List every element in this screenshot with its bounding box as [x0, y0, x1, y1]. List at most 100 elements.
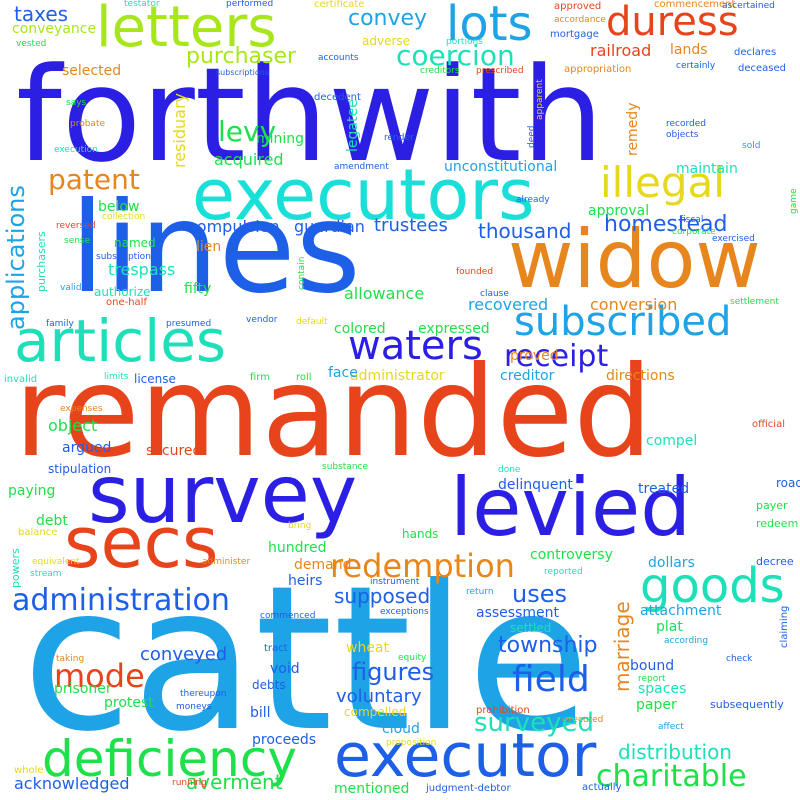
word-administer: administer — [202, 557, 251, 567]
word-execution: execution — [54, 145, 98, 155]
word-redemption: redemption — [330, 547, 515, 585]
word-mortgage: mortgage — [550, 29, 599, 40]
word-executor: executor — [334, 721, 597, 791]
word-supposed: supposed — [334, 584, 431, 608]
word-distribution: distribution — [618, 740, 732, 764]
word-exceptions: exceptions — [380, 607, 429, 617]
word-limits: limits — [104, 372, 129, 382]
word-invalid: invalid — [4, 374, 38, 385]
word-tract: tract — [264, 643, 288, 654]
word-family: family — [46, 319, 74, 329]
word-apparent: apparent — [535, 79, 545, 120]
word-hands: hands — [402, 527, 439, 541]
word-official: official — [752, 419, 785, 430]
word-stream: stream — [30, 569, 62, 579]
word-purchasers: purchasers — [35, 231, 48, 292]
word-cloud: cloud — [382, 721, 420, 737]
word-amendment: amendment — [334, 162, 389, 172]
word-survey: survey — [88, 448, 358, 541]
word-face: face — [328, 365, 358, 381]
word-clause: clause — [480, 289, 509, 299]
word-dollars: dollars — [648, 555, 695, 571]
word-proposition: proposition — [386, 738, 437, 748]
word-secs: secs — [64, 502, 219, 584]
word-directions: directions — [606, 368, 675, 384]
word-check: check — [726, 654, 753, 664]
word-running: running — [172, 778, 207, 788]
word-deceased: deceased — [738, 63, 786, 74]
word-unconstitutional: unconstitutional — [444, 159, 558, 175]
word-redeem: redeem — [756, 517, 799, 530]
word-vested: vested — [16, 39, 47, 49]
word-fiscal: fiscal — [680, 215, 704, 225]
word-lien: lien — [196, 239, 222, 255]
word-coercion: coercion — [396, 39, 515, 72]
word-subsequently: subsequently — [710, 698, 784, 711]
word-spaces: spaces — [638, 681, 687, 697]
word-accounts: accounts — [318, 53, 359, 63]
word-attachment: attachment — [640, 603, 722, 619]
word-lands: lands — [670, 42, 708, 58]
word-homestead: homestead — [604, 212, 728, 237]
word-delinquent: delinquent — [498, 477, 573, 493]
word-conveyed: conveyed — [140, 644, 228, 665]
word-receipt: receipt — [504, 339, 609, 374]
word-taking: taking — [56, 654, 85, 664]
word-mentioned: mentioned — [334, 781, 410, 797]
word-compulsion: compulsion — [188, 217, 280, 236]
word-fifty: fifty — [184, 281, 212, 297]
word-claiming: claiming — [779, 605, 790, 648]
word-accordance: accordance — [554, 15, 606, 25]
word-thousand: thousand — [478, 219, 572, 243]
word-object: object — [48, 416, 98, 435]
word-articles: articles — [14, 307, 227, 375]
word-whole: whole — [14, 765, 44, 776]
word-declares: declares — [734, 47, 777, 58]
word-decree: decree — [756, 555, 794, 568]
word-selected: selected — [62, 63, 122, 79]
word-treated: treated — [638, 481, 690, 497]
word-probate: probate — [70, 119, 106, 129]
word-firm: firm — [250, 372, 270, 383]
word-proved: proved — [510, 348, 559, 364]
word-remanded: remanded — [14, 340, 653, 485]
word-goods: goods — [640, 558, 785, 614]
word-objects: objects — [666, 130, 699, 140]
word-certificate: certificate — [314, 0, 365, 10]
word-exercised: exercised — [712, 234, 755, 244]
word-powers: powers — [9, 548, 22, 588]
word-waters: waters — [348, 323, 483, 369]
word-assessment: assessment — [476, 605, 559, 621]
word-named: named — [114, 236, 156, 250]
word-field: field — [512, 659, 590, 700]
word-judgment-debtor: judgment-debtor — [426, 783, 511, 794]
word-expressed: expressed — [418, 321, 490, 337]
word-paying: paying — [8, 483, 56, 499]
word-letters: letters — [96, 0, 277, 60]
word-protest: protest — [104, 695, 154, 711]
word-mode: mode — [54, 657, 145, 695]
word-proceeds: proceeds — [252, 732, 317, 748]
word-below: below — [98, 199, 140, 215]
word-void: void — [270, 661, 300, 677]
word-performed: performed — [226, 0, 274, 9]
word-heirs: heirs — [288, 573, 323, 589]
word-actually: actually — [582, 782, 622, 793]
word-sold: sold — [742, 141, 761, 151]
word-applications: applications — [2, 185, 30, 330]
word-approved: approved — [554, 1, 602, 12]
word-executors: executors — [192, 154, 535, 236]
word-lines: lines — [70, 176, 361, 321]
word-prisoner: prisoner — [54, 681, 112, 697]
word-paper: paper — [636, 697, 677, 713]
word-recorded: recorded — [666, 119, 706, 129]
word-return: return — [466, 587, 494, 597]
word-settlement: settlement — [730, 297, 779, 307]
word-instrument: instrument — [370, 577, 420, 587]
word-testator: testator — [124, 0, 160, 9]
word-balance: balance — [18, 527, 58, 538]
word-done: done — [498, 465, 521, 475]
word-patent: patent — [48, 163, 140, 196]
word-road: road — [776, 476, 800, 490]
